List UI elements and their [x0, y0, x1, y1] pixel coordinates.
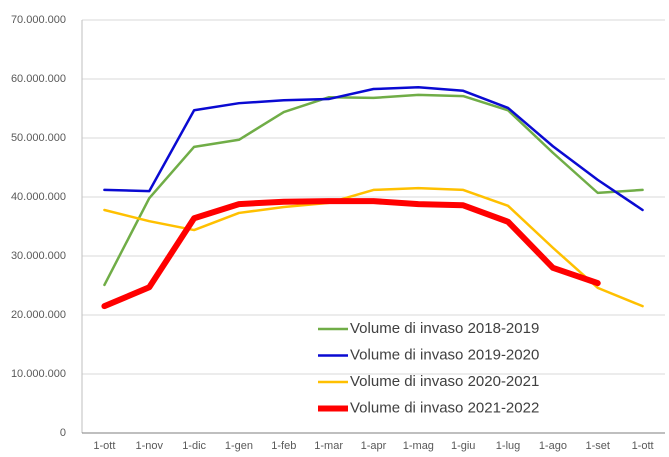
- series-line: [103, 93, 644, 287]
- x-tick-label: 1-lug: [496, 440, 520, 452]
- y-tick-label: 0: [60, 427, 66, 439]
- x-tick-label: 1-dic: [182, 440, 206, 452]
- x-tick-label: 1-apr: [361, 440, 387, 452]
- x-tick-label: 1-giu: [451, 440, 475, 452]
- x-tick-label: 1-mag: [403, 440, 434, 452]
- series-line: [103, 86, 644, 212]
- legend-label: Volume di invaso 2020-2021: [350, 373, 539, 390]
- y-tick-label: 70.000.000: [11, 14, 66, 26]
- y-tick-label: 60.000.000: [11, 73, 66, 85]
- x-tick-label: 1-nov: [136, 440, 164, 452]
- y-tick-label: 10.000.000: [11, 368, 66, 380]
- x-tick-label: 1-gen: [225, 440, 253, 452]
- y-tick-label: 30.000.000: [11, 250, 66, 262]
- y-tick-label: 50.000.000: [11, 132, 66, 144]
- x-tick-label: 1-ott: [632, 440, 654, 452]
- series-line: [101, 198, 601, 310]
- x-tick-label: 1-mar: [314, 440, 343, 452]
- y-tick-label: 20.000.000: [11, 309, 66, 321]
- series-line: [103, 186, 644, 308]
- legend-label: Volume di invaso 2018-2019: [350, 320, 539, 337]
- x-tick-label: 1-set: [585, 440, 609, 452]
- legend-label: Volume di invaso 2021-2022: [350, 399, 539, 416]
- y-tick-label: 40.000.000: [11, 191, 66, 203]
- x-tick-label: 1-ago: [539, 440, 567, 452]
- x-tick-label: 1-feb: [271, 440, 296, 452]
- legend-label: Volume di invaso 2019-2020: [350, 346, 539, 363]
- x-tick-label: 1-ott: [93, 440, 115, 452]
